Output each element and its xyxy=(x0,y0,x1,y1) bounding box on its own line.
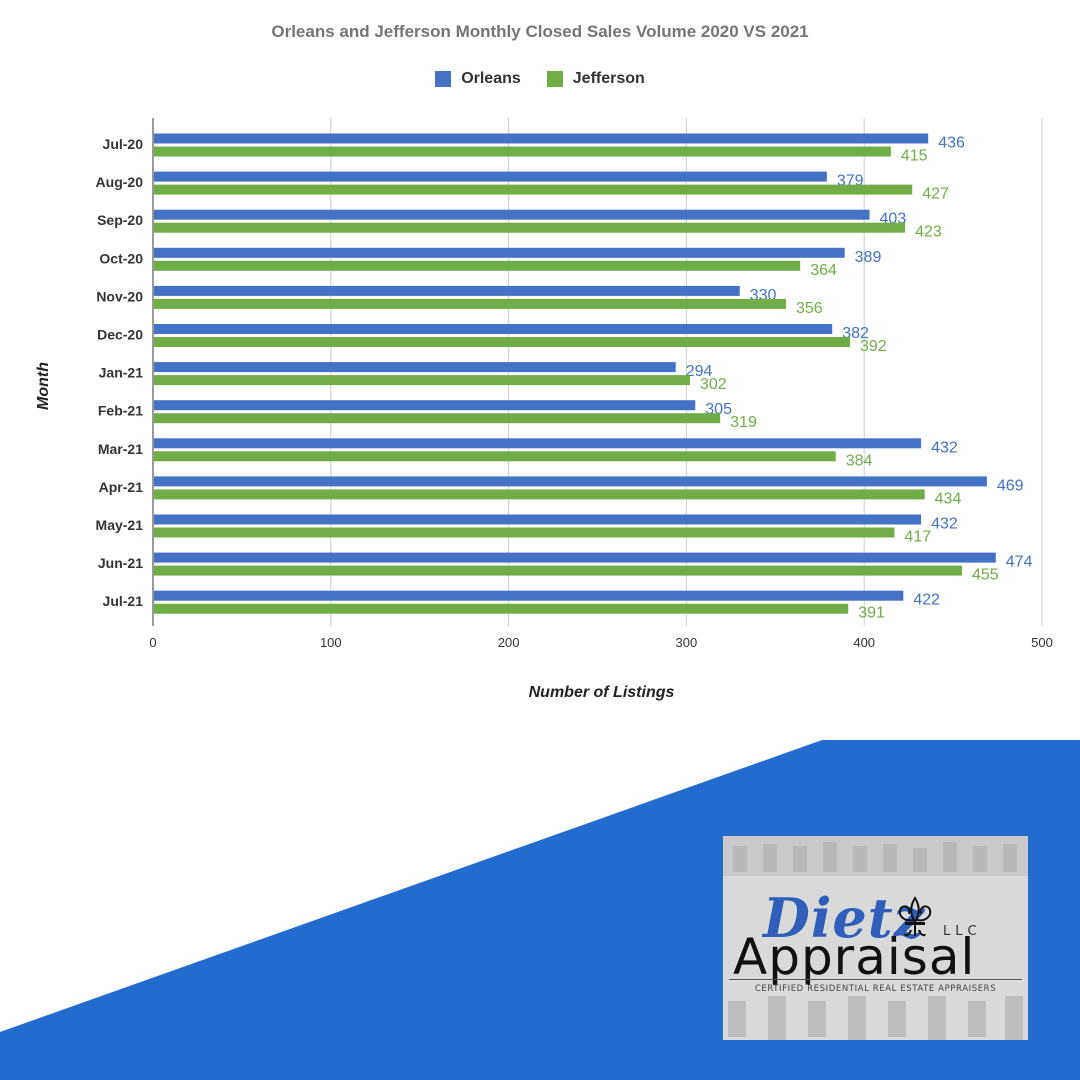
x-tick-label: 0 xyxy=(149,635,156,650)
data-label-orleans: 294 xyxy=(686,363,713,380)
bar-jefferson xyxy=(154,146,891,157)
bar-jefferson xyxy=(154,489,925,500)
data-label-jefferson: 455 xyxy=(972,567,999,584)
x-tick-label: 100 xyxy=(320,635,342,650)
data-label-orleans: 474 xyxy=(1006,554,1033,571)
data-label-jefferson: 434 xyxy=(935,490,962,507)
legend-label-orleans: Orleans xyxy=(461,70,521,87)
bar-orleans xyxy=(154,209,870,220)
y-tick-label: Jan-21 xyxy=(99,365,144,381)
bar-jefferson xyxy=(154,565,962,576)
y-tick-label: Jun-21 xyxy=(98,555,143,571)
data-label-jefferson: 319 xyxy=(730,414,757,431)
logo-main-text: Appraisal xyxy=(733,928,976,986)
data-label-jefferson: 392 xyxy=(860,338,887,355)
bar-orleans xyxy=(154,590,904,601)
data-label-orleans: 422 xyxy=(913,592,940,609)
x-tick-label: 500 xyxy=(1031,635,1053,650)
fleur-de-lis-icon xyxy=(898,896,932,937)
logo-divider xyxy=(729,979,1022,980)
data-label-jefferson: 302 xyxy=(700,376,727,393)
data-label-orleans: 469 xyxy=(997,477,1024,494)
legend-swatch-orleans xyxy=(435,71,452,87)
data-label-jefferson: 356 xyxy=(796,300,823,317)
bar-jefferson xyxy=(154,527,895,538)
company-logo: Dietz LLC Appraisal CERTIFIED RESIDENTIA… xyxy=(723,836,1028,1040)
legend-entry-orleans: Orleans xyxy=(435,70,521,88)
y-tick-label: Oct-20 xyxy=(99,250,143,266)
bar-orleans xyxy=(154,476,987,487)
y-tick-label: Dec-20 xyxy=(97,327,143,343)
data-label-jefferson: 384 xyxy=(846,452,873,469)
data-label-orleans: 432 xyxy=(931,439,958,456)
bar-orleans xyxy=(154,171,827,182)
y-tick-label: Jul-20 xyxy=(103,136,144,152)
data-label-jefferson: 417 xyxy=(904,529,931,546)
data-label-orleans: 436 xyxy=(938,135,965,152)
logo-script-text: Dietz xyxy=(763,886,926,950)
bar-orleans xyxy=(154,514,922,525)
legend-label-jefferson: Jefferson xyxy=(572,70,645,87)
bar-orleans xyxy=(154,400,696,411)
bar-jefferson xyxy=(154,260,801,271)
y-tick-label: Feb-21 xyxy=(98,403,143,419)
data-label-jefferson: 391 xyxy=(858,605,885,622)
data-label-jefferson: 415 xyxy=(901,148,928,165)
y-tick-label: Sep-20 xyxy=(97,212,143,228)
bar-orleans xyxy=(154,362,676,373)
bar-jefferson xyxy=(154,375,690,386)
x-tick-label: 400 xyxy=(853,635,875,650)
logo-tagline: CERTIFIED RESIDENTIAL REAL ESTATE APPRAI… xyxy=(754,984,997,994)
data-label-orleans: 389 xyxy=(855,249,882,266)
y-tick-label: Aug-20 xyxy=(96,174,144,190)
data-label-orleans: 432 xyxy=(931,516,958,533)
y-tick-label: Mar-21 xyxy=(98,441,143,457)
bar-orleans xyxy=(154,324,833,334)
data-label-jefferson: 364 xyxy=(810,262,837,279)
y-tick-label: Jul-21 xyxy=(103,593,144,609)
bar-orleans xyxy=(154,133,929,144)
bar-orleans xyxy=(154,285,740,296)
bar-jefferson xyxy=(154,184,913,195)
y-tick-label: May-21 xyxy=(96,517,144,533)
y-axis-title: Month xyxy=(35,362,52,410)
chart-legend: Orleans Jefferson xyxy=(0,70,1080,88)
bar-jefferson xyxy=(154,451,836,462)
bar-jefferson xyxy=(154,222,906,233)
legend-swatch-jefferson xyxy=(546,71,563,87)
x-tick-label: 300 xyxy=(676,635,698,650)
bar-jefferson xyxy=(154,337,850,347)
bar-jefferson xyxy=(154,413,721,424)
y-tick-label: Nov-20 xyxy=(96,288,143,304)
x-tick-label: 200 xyxy=(498,635,520,650)
bar-orleans xyxy=(154,247,845,258)
legend-entry-jefferson: Jefferson xyxy=(546,70,645,88)
x-axis-title: Number of Listings xyxy=(529,684,675,701)
y-tick-label: Apr-21 xyxy=(99,479,144,495)
bar-jefferson xyxy=(154,603,849,614)
logo-building-backdrop xyxy=(723,836,1028,1040)
chart-title: Orleans and Jefferson Monthly Closed Sal… xyxy=(271,22,809,41)
logo-llc-text: LLC xyxy=(943,924,982,939)
data-label-jefferson: 423 xyxy=(915,224,942,241)
bar-orleans xyxy=(154,438,922,449)
bar-orleans xyxy=(154,552,996,563)
data-label-jefferson: 427 xyxy=(922,186,949,203)
bar-jefferson xyxy=(154,298,786,309)
